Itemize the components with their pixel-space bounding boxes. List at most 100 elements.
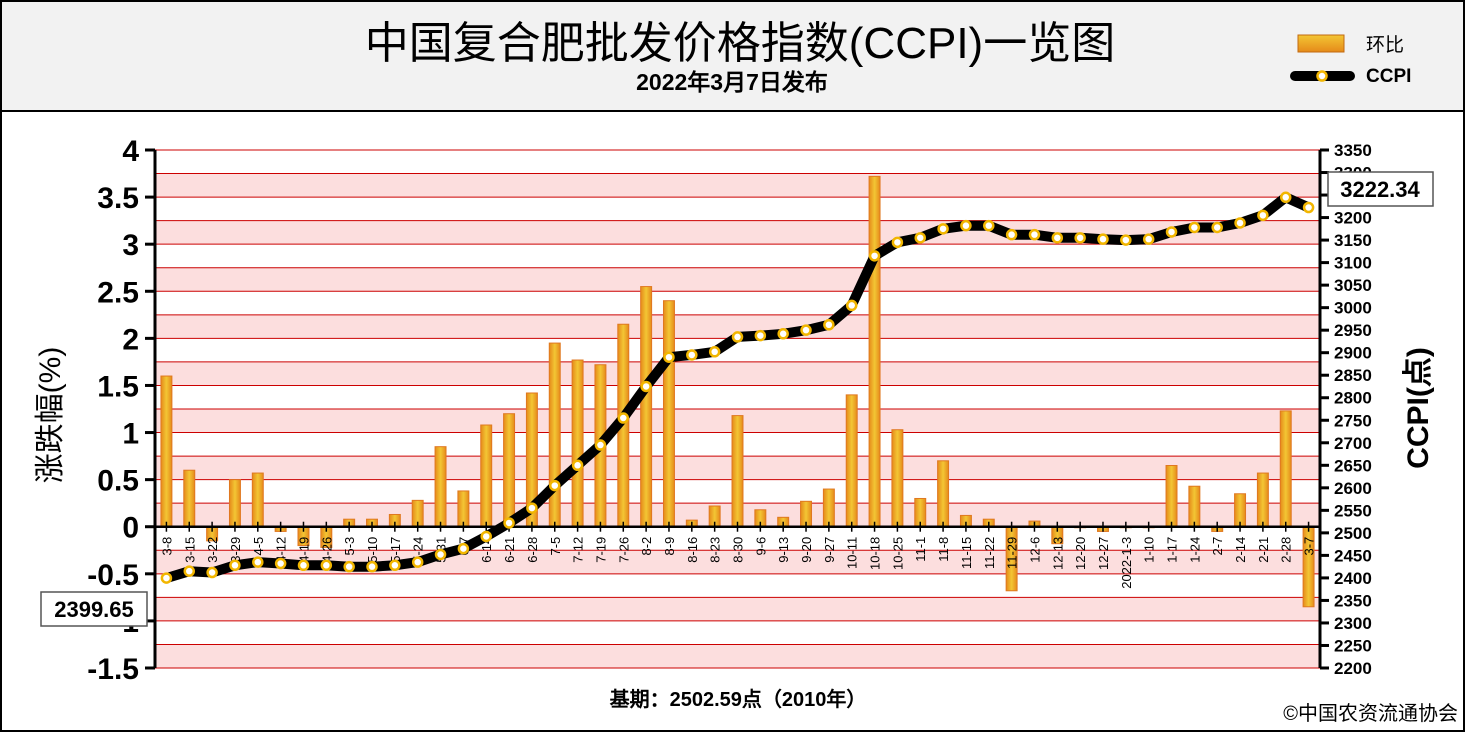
y-right-tick-label: 2500 [1334,524,1372,543]
ccpi-point-3-7 [1302,201,1315,214]
ccpi-point-5-31 [434,548,447,561]
x-tick-label-11-22: 11-22 [982,537,997,569]
ccpi-point-8-2 [640,380,652,393]
y-right-tick-label: 2400 [1334,569,1372,588]
y-left-tick-label: 0 [122,512,139,545]
ccpi-point-11-29 [1005,228,1018,241]
x-tick-label-3-29: 3-29 [228,537,243,563]
x-tick-label-8-23: 8-23 [708,537,723,563]
ccpi-point-4-19 [297,559,310,572]
x-tick-label-11-29: 11-29 [1005,537,1020,569]
x-tick-label-3-22: 3-22 [205,537,220,563]
y-left-tick-label: -1.5 [87,653,139,686]
y-left-tick-label: -0.5 [87,559,139,592]
x-tick-label-11-15: 11-15 [959,537,974,569]
legend-bar-swatch [1297,34,1345,53]
chart-subtitle: 2022年3月7日发布 [636,69,828,95]
x-tick-label-4-19: 4-19 [296,537,311,563]
y-left-tick-label: 3.5 [97,182,139,215]
bar-10-25 [891,429,904,528]
y-right-tick-label: 2600 [1334,479,1372,498]
base-period-note: 基期：2502.59点（2010年） [610,687,867,711]
y-right-label: CCPI(点) [1402,347,1435,469]
plot-band [155,597,1320,621]
bar-2-28 [1279,410,1292,528]
ccpi-point-3-15 [183,565,196,577]
x-tick-label-7-26: 7-26 [616,537,631,563]
ccpi-point-11-22 [983,219,995,232]
bar-series [160,175,1315,608]
ccpi-point-9-27 [823,319,835,331]
x-tick-label-8-9: 8-9 [662,537,677,556]
x-tick-label-11-8: 11-8 [936,537,951,562]
ccpi-point-8-30 [731,331,744,343]
ccpi-point-12-13 [1051,232,1064,244]
grid-lines [155,149,1320,669]
ccpi-point-4-26 [320,559,333,572]
ccpi-point-2-21 [1257,209,1269,222]
x-tick-label-10-25: 10-25 [890,537,905,570]
y-right-tick-label: 2350 [1334,591,1372,610]
y-right-tick-label: 3350 [1334,141,1372,160]
x-tick-label-12-13: 12-13 [1050,537,1065,570]
bar-1-17 [1165,465,1178,528]
copyright-note: ©中国农资流通协会 [1283,702,1458,725]
x-tick-label-7-5: 7-5 [548,537,563,556]
ccpi-point-5-17 [389,559,401,572]
ccpi-point-10-25 [891,236,904,249]
ccpi-point-9-6 [754,329,767,342]
bar-8-9 [662,300,675,528]
y-left-tick-label: 2 [122,323,139,356]
x-tick-label-5-17: 5-17 [388,537,403,563]
ccpi-point-9-20 [800,324,812,336]
x-tick-label-12-27: 12-27 [1096,537,1111,570]
x-tick-label-7-19: 7-19 [593,537,608,563]
header-band [0,0,1465,112]
ccpi-point-10-11 [845,299,858,312]
end-value-text: 3222.34 [1340,177,1420,202]
ccpi-point-7-19 [594,439,607,451]
bar-10-11 [845,394,858,528]
start-value-text: 2399.65 [54,597,134,622]
y-right-tick-label: 2200 [1334,659,1372,678]
ccpi-point-5-3 [343,560,355,573]
legend: 环比 CCPI [1290,34,1411,87]
y-left-tick-label: 1 [122,418,139,451]
legend-line-marker [1316,70,1328,82]
y-right-tick-label: 2750 [1334,411,1372,430]
x-tick-label-2-21: 2-21 [1256,537,1271,563]
y-left-tick-label: 4 [122,135,139,168]
bar-7-5 [548,342,561,528]
bar-3-15 [183,469,196,528]
x-tick-label-10-11: 10-11 [845,537,860,569]
ccpi-point-1-10 [1142,233,1155,245]
y-left-tick-label: 3 [122,229,139,262]
x-tick-label-3-7: 3-7 [1302,537,1317,556]
x-tick-label-8-16: 8-16 [685,537,700,563]
bar-6-14 [480,424,493,528]
y-right-tick-label: 2550 [1334,501,1372,520]
bar-8-30 [731,415,744,528]
plot-band [155,267,1320,292]
x-tick-label-1-10: 1-10 [1142,537,1157,563]
bar-2-21 [1256,472,1269,528]
x-tick-labels: 3-8 3-15 3-22 3-29 4-5 4-12 4-19 4-26 5-3 5-10 5-1… [159,521,1317,589]
x-tick-label-12-20: 12-20 [1073,537,1088,570]
ccpi-point-1-17 [1165,226,1178,238]
x-tick-label-12-6: 12-6 [1027,537,1042,563]
ccpi-point-7-12 [571,459,584,472]
bar-4-5 [251,472,264,528]
x-tick-label-11-1: 11-1 [913,537,928,562]
y-left-tick-label: 1.5 [97,370,139,403]
ccpi-point-7-5 [549,479,561,492]
ccpi-point-2-14 [1234,217,1246,229]
ccpi-point-6-21 [503,517,515,529]
plot-band [155,314,1320,339]
y-left-tick-label: 2.5 [97,276,139,309]
end-value-callout: 3222.34 [1327,171,1434,207]
legend-bar-label: 环比 [1366,34,1404,56]
y-right-tick-label: 2700 [1334,434,1372,453]
x-tick-label-1-24: 1-24 [1187,537,1202,563]
ccpi-point-6-7 [457,542,470,555]
x-tick-label-9-13: 9-13 [776,537,791,563]
